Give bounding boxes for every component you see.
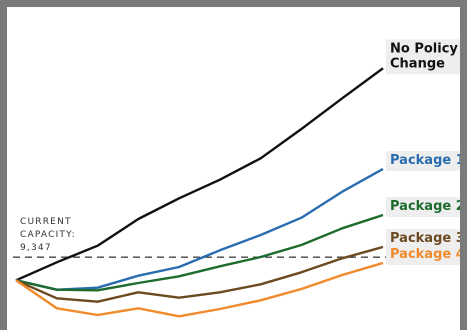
series-label-background — [386, 197, 460, 217]
series-label-package-2: Package 2 — [386, 197, 460, 217]
series-line-package-1 — [15, 167, 384, 291]
series-label-background — [386, 151, 460, 171]
series-label-text: No Policy — [390, 41, 458, 56]
series-line-no-policy-change — [15, 67, 384, 282]
series-label-package-3: Package 3 — [386, 229, 460, 249]
series-label-text: Package 4 — [390, 247, 460, 262]
series-label-background — [386, 229, 460, 249]
capacity-label-line-2: CAPACITY: — [20, 230, 76, 240]
capacity-value: 9,347 — [20, 243, 52, 253]
capacity-label-line-1: CURRENT — [20, 217, 72, 227]
series-label-background — [386, 245, 460, 265]
current-capacity-reference: CURRENT CAPACITY: 9,347 — [13, 217, 460, 258]
series-label-text: Package 3 — [390, 231, 460, 246]
series-lines — [15, 67, 384, 318]
series-label-text: Change — [390, 56, 445, 71]
series-label-text: Package 1 — [390, 153, 460, 168]
series-line-package-4 — [15, 261, 384, 318]
series-line-package-2 — [15, 213, 384, 292]
series-label-package-1: Package 1 — [386, 151, 460, 171]
series-label-package-4: Package 4 — [386, 245, 460, 265]
series-label-text: Package 2 — [390, 199, 460, 214]
series-label-background — [386, 39, 460, 75]
series-line-package-3 — [15, 245, 384, 303]
